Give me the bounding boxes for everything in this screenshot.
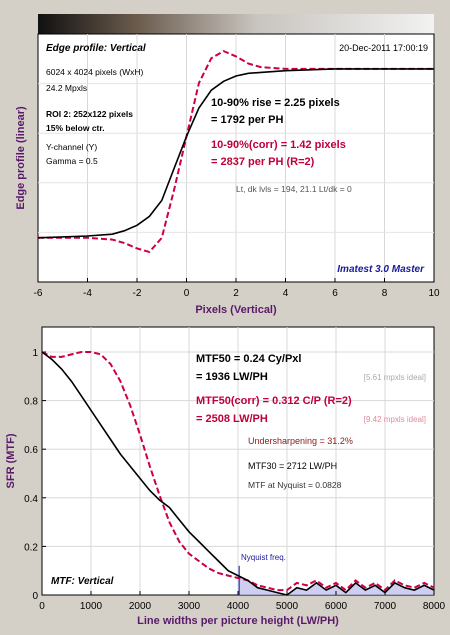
info-line-5: Y-channel (Y) [46,142,97,152]
edge-x-tick-label: 4 [283,288,289,299]
edge-series [37,49,434,254]
edge-x-ticks: -6 -4 -2 0 2 4 6 8 10 [34,278,440,299]
edge-x-tick-label: 2 [233,288,239,299]
mtf-x-tick-label: 5000 [276,601,299,612]
mtf-x-tick-label: 0 [39,601,45,612]
ideal-text-1: [5.61 mpxls ideal] [364,373,426,382]
corr-line-1: 10-90%(corr) = 1.42 pixels [211,139,346,151]
rise-line-1: 10-90% rise = 2.25 pixels [211,97,340,109]
mtf-x-tick-label: 7000 [374,601,397,612]
mtf-x-tick-label: 8000 [423,601,446,612]
brand-text: Imatest 3.0 Master [337,264,425,275]
mtf-x-tick-label: 2000 [129,601,152,612]
edge-corrected-line [38,49,434,254]
edge-x-tick-label: -2 [133,288,142,299]
mtf50-line-1: MTF50 = 0.24 Cy/Pxl [196,353,301,365]
corr-line-2: = 2837 per PH (R=2) [211,156,315,168]
gradient-strip [38,14,434,34]
edge-ylabel: Edge profile (linear) [15,106,27,210]
mtf-y-tick-label: 0.6 [24,445,38,456]
info-line-3: ROI 2: 252x122 pixels [46,109,133,119]
edge-x-tick-label: -6 [34,288,43,299]
edge-x-tick-label: 0 [184,288,190,299]
info-line-4: 15% below ctr. [46,123,105,133]
mtf-x-tick-label: 3000 [178,601,201,612]
mtf-y-tick-label: 0 [32,591,38,602]
mtf-x-tick-label: 6000 [325,601,348,612]
mtf-series [41,351,435,596]
edge-x-tick-label: 8 [382,288,388,299]
mtf30-text: MTF30 = 2712 LW/PH [248,461,337,471]
levels-text: Lt, dk lvls = 194, 21.1 Lt/dk = 0 [236,184,352,194]
nyquist-mtf-text: MTF at Nyquist = 0.0828 [248,480,342,490]
mtf-ticks: 0 1000 2000 3000 4000 5000 6000 7000 8000 0 0.2 0.4… [24,348,445,612]
mtf-measured-line [41,351,435,596]
edge-grid [38,34,434,282]
edge-xlabel: Pixels (Vertical) [195,304,277,316]
info-line-1: 6024 x 4024 pixels (WxH) [46,67,143,77]
mtf-y-tick-label: 0.2 [24,542,38,553]
info-line-6: Gamma = 0.5 [46,156,98,166]
mtf-x-tick-label: 4000 [227,601,250,612]
mtf-y-tick-label: 0.4 [24,494,38,505]
edge-title: Edge profile: Vertical [46,43,146,54]
mtf50-line-2: = 1936 LW/PH [196,371,268,383]
ideal-text-2: [9.42 mpxls ideal] [364,415,426,424]
mtf-x-tick-label: 1000 [80,601,103,612]
mtf-title: MTF: Vertical [51,576,114,587]
mtf50corr-line-1: MTF50(corr) = 0.312 C/P (R=2) [196,395,352,407]
edge-measured-line [37,68,434,239]
nyquist-label: Nyquist freq. [241,553,286,562]
mtf-ylabel: SFR (MTF) [5,433,17,488]
edge-x-tick-label: -4 [83,288,92,299]
edge-x-tick-label: 10 [428,288,440,299]
mtf-corrected-line [41,351,435,592]
mtf-y-tick-label: 0.8 [24,397,38,408]
mtf-grid [42,327,434,595]
mtf-y-tick-label: 1 [32,348,38,359]
rise-line-2: = 1792 per PH [211,114,284,126]
mtf50corr-line-2: = 2508 LW/PH [196,413,268,425]
undersharpening-text: Undersharpening = 31.2% [248,436,353,446]
info-line-2: 24.2 Mpxls [46,83,87,93]
edge-timestamp: 20-Dec-2011 17:00:19 [339,43,428,53]
edge-x-tick-label: 6 [332,288,338,299]
mtf-xlabel: Line widths per picture height (LW/PH) [137,615,339,627]
